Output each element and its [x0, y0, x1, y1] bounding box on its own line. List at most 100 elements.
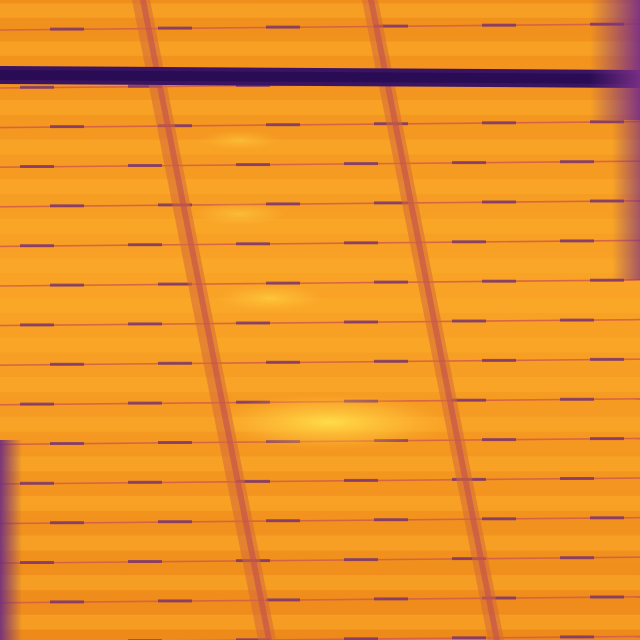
cool-gap-core	[0, 70, 640, 84]
cell-finger-mark	[236, 163, 270, 167]
cell-row-divider	[0, 239, 640, 248]
cell-finger-mark	[236, 242, 270, 246]
cell-finger-mark	[344, 478, 378, 482]
cell-finger-mark	[590, 437, 624, 441]
cell-finger-mark	[344, 241, 378, 245]
cell-row-divider	[0, 318, 640, 327]
cell-finger-mark	[590, 278, 624, 282]
cell-finger-mark	[20, 402, 54, 406]
cell-finger-mark	[236, 479, 270, 483]
cell-row-divider	[170, 635, 640, 640]
cell-finger-mark	[50, 27, 84, 31]
cell-row-divider	[0, 200, 640, 208]
hotspot-region	[215, 284, 325, 312]
cell-finger-mark	[266, 519, 300, 523]
cell-finger-mark	[452, 240, 486, 244]
cell-row-divider	[0, 160, 640, 168]
cell-finger-mark	[374, 359, 408, 363]
cell-row-band	[0, 535, 640, 551]
cell-finger-mark	[20, 244, 54, 248]
cell-finger-mark	[344, 162, 378, 166]
cell-finger-mark	[158, 26, 192, 30]
cell-finger-mark	[452, 319, 486, 323]
cell-finger-mark	[50, 600, 84, 604]
cell-finger-mark	[560, 160, 594, 164]
cell-finger-mark	[560, 635, 594, 639]
cell-row-band	[0, 337, 640, 353]
cell-finger-mark	[344, 637, 378, 640]
cell-finger-mark	[236, 638, 270, 640]
cell-finger-mark	[20, 561, 54, 564]
cell-finger-mark	[374, 518, 408, 522]
cell-finger-mark	[266, 123, 300, 127]
hotspot-region	[190, 202, 290, 226]
cell-finger-mark	[128, 401, 162, 405]
cell-finger-mark	[374, 597, 408, 601]
cell-row-divider	[0, 556, 640, 564]
cell-finger-mark	[20, 165, 54, 168]
cell-row-band	[0, 258, 640, 274]
cell-finger-mark	[374, 201, 408, 205]
cell-finger-mark	[482, 517, 516, 521]
cell-row-divider	[0, 477, 640, 485]
cell-finger-mark	[50, 521, 84, 525]
cell-finger-mark	[236, 321, 270, 325]
cell-row-band	[0, 614, 640, 630]
cell-finger-mark	[50, 204, 84, 208]
cell-finger-mark	[266, 360, 300, 364]
cell-finger-mark	[482, 279, 516, 283]
cell-finger-mark	[128, 164, 162, 167]
cell-finger-mark	[50, 125, 84, 129]
cell-finger-mark	[20, 85, 54, 89]
cell-finger-mark	[158, 282, 192, 286]
cell-row-band	[0, 99, 640, 115]
cell-finger-mark	[452, 161, 486, 165]
cell-finger-mark	[560, 397, 594, 401]
cell-row-band	[0, 139, 640, 155]
cell-finger-mark	[590, 357, 624, 361]
cell-finger-mark	[452, 557, 486, 561]
cell-finger-mark	[560, 318, 594, 322]
cell-finger-mark	[590, 516, 624, 520]
cell-finger-mark	[20, 323, 54, 327]
right-edge-cool	[590, 0, 640, 120]
cell-row-band	[0, 179, 640, 195]
cell-row-divider	[0, 516, 640, 525]
cell-row-band	[0, 297, 640, 313]
cell-finger-mark	[50, 283, 84, 287]
cell-finger-mark	[128, 243, 162, 247]
cell-row-divider	[0, 120, 640, 129]
cell-row-divider	[0, 279, 640, 287]
cell-finger-mark	[482, 121, 516, 125]
cell-finger-mark	[590, 595, 624, 599]
cell-finger-mark	[482, 358, 516, 362]
cell-finger-mark	[266, 25, 300, 29]
cell-finger-mark	[560, 477, 594, 480]
cell-finger-mark	[266, 281, 300, 285]
panel-seam	[368, 0, 500, 640]
left-edge-cool	[0, 440, 22, 640]
cell-finger-mark	[50, 362, 84, 366]
cell-finger-mark	[158, 124, 192, 128]
cell-row-band	[0, 41, 640, 56]
cell-finger-mark	[344, 558, 378, 562]
cell-row-band	[0, 495, 640, 511]
cell-finger-mark	[50, 442, 84, 445]
cell-finger-mark	[158, 361, 192, 365]
right-edge-cool	[612, 120, 640, 280]
cell-finger-mark	[128, 560, 162, 563]
hotspot-region	[200, 130, 280, 150]
cell-row-band	[0, 218, 640, 234]
cell-row-divider	[0, 358, 640, 366]
cell-finger-mark	[20, 481, 54, 485]
cell-row-divider	[0, 23, 640, 31]
cell-finger-mark	[158, 441, 192, 444]
cell-row-band	[0, 377, 640, 393]
cell-finger-mark	[590, 199, 624, 203]
cell-finger-mark	[158, 599, 192, 603]
cell-finger-mark	[128, 322, 162, 326]
hotspot-region	[210, 394, 450, 450]
cell-row-band	[0, 575, 640, 591]
cell-row-band	[0, 456, 640, 472]
